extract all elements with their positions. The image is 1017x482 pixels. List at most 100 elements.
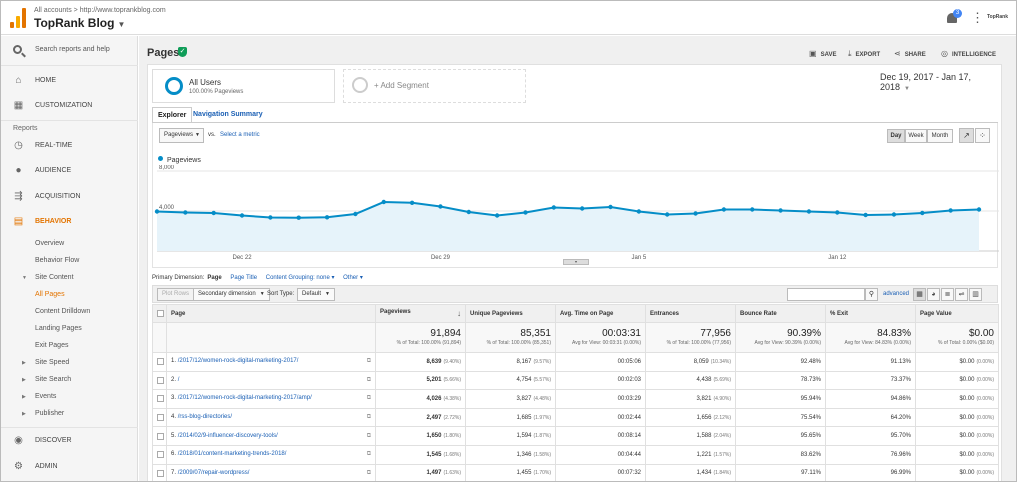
page-link[interactable]: / — [177, 376, 180, 383]
cell-avg-time: 00:02:44 — [555, 407, 646, 428]
sort-type-value: Default — [302, 291, 322, 297]
brand-avatar[interactable]: TopRank — [987, 14, 1009, 20]
sidebar-sub-site-speed[interactable]: ▶ Site Speed — [22, 359, 69, 366]
grain-day-button[interactable]: Day — [887, 129, 905, 143]
row-checkbox[interactable] — [152, 444, 167, 465]
select-metric-link[interactable]: Select a metric — [220, 132, 260, 138]
sidebar-item-audience[interactable]: ● AUDIENCE — [1, 159, 138, 183]
open-page-icon[interactable]: ⧉ — [366, 469, 371, 476]
sort-type-select[interactable]: Default ▼ — [297, 288, 335, 301]
row-checkbox[interactable] — [152, 352, 167, 372]
page-link[interactable]: /rss-blog-directories/ — [177, 414, 233, 421]
col-header-pageviews[interactable]: Pageviews ↓ — [375, 304, 466, 323]
row-checkbox[interactable] — [152, 463, 167, 481]
open-page-icon[interactable]: ⧉ — [366, 414, 371, 421]
dimension-other-link[interactable]: Other ▾ — [343, 275, 363, 281]
open-page-icon[interactable]: ⧉ — [366, 432, 371, 439]
sidebar-sub-overview[interactable]: Overview — [35, 240, 65, 247]
page-link[interactable]: /2017/12/women-rock-digital-marketing-20… — [177, 395, 312, 402]
advanced-filter-link[interactable]: advanced — [883, 291, 910, 297]
pie-view-icon[interactable]: ◕ — [927, 288, 940, 301]
open-page-icon[interactable]: ⧉ — [366, 395, 371, 402]
col-header-entrances[interactable]: Entrances — [645, 304, 736, 323]
cell-value: 4,026 — [426, 395, 442, 402]
expanded-triangle-icon: ▼ — [22, 275, 27, 281]
share-button[interactable]: ⋖ SHARE — [894, 49, 926, 58]
date-range-picker[interactable]: Dec 19, 2017 - Jan 17, 2018 ▼ — [880, 72, 1001, 92]
open-page-icon[interactable]: ⧉ — [366, 358, 371, 365]
other-label: Other — [343, 275, 359, 281]
metric-select[interactable]: Pageviews ▼ — [159, 128, 204, 143]
row-checkbox[interactable] — [152, 407, 167, 428]
sidebar-sub-exit-pages[interactable]: Exit Pages — [35, 342, 69, 349]
page-link[interactable]: /2017/12/women-rock-digital-marketing-20… — [177, 358, 299, 365]
chart-resize-handle[interactable]: ▾ — [563, 259, 589, 265]
tab-explorer[interactable]: Explorer — [152, 107, 193, 123]
dimension-content-grouping-link[interactable]: Content Grouping: none ▾ — [265, 275, 335, 281]
sidebar-item-behavior[interactable]: ▤ BEHAVIOR — [1, 210, 138, 234]
open-page-icon[interactable]: ⧉ — [366, 376, 371, 383]
row-checkbox[interactable] — [152, 370, 167, 391]
open-page-icon[interactable]: ⧉ — [366, 451, 371, 458]
pivot-view-icon[interactable]: ▥ — [969, 288, 982, 301]
page-link[interactable]: /2009/07/repair-wordpress/ — [177, 469, 250, 476]
export-button[interactable]: ⤓ EXPORT — [848, 49, 880, 59]
table-search-input[interactable] — [787, 288, 865, 301]
sidebar-item-realtime[interactable]: ◷ REAL-TIME — [1, 134, 138, 158]
sidebar-item-admin[interactable]: ⚙ ADMIN — [1, 455, 138, 479]
row-checkbox[interactable] — [152, 426, 167, 446]
select-all-checkbox[interactable] — [152, 304, 167, 323]
search-icon[interactable]: ⚲ — [865, 288, 878, 301]
col-header-bounce-rate[interactable]: Bounce Rate — [735, 304, 826, 323]
col-header-page[interactable]: Page — [166, 304, 376, 323]
sidebar-sub-all-pages[interactable]: All Pages — [35, 291, 65, 298]
add-segment-button[interactable]: + Add Segment — [343, 69, 526, 103]
sidebar-sub-site-content[interactable]: ▼ Site Content — [22, 274, 74, 281]
sidebar-sub-behavior-flow[interactable]: Behavior Flow — [35, 257, 80, 264]
secondary-dimension-select[interactable]: Secondary dimension ▼ — [193, 288, 270, 301]
sidebar-sub-site-search[interactable]: ▶ Site Search — [22, 376, 71, 383]
col-header-avg-time[interactable]: Avg. Time on Page — [555, 304, 646, 323]
sidebar-search[interactable]: Search reports and help — [1, 36, 138, 66]
line-chart-icon[interactable]: ↗ — [959, 128, 974, 143]
row-checkbox[interactable] — [152, 389, 167, 409]
account-selector[interactable]: TopRank Blog ▼ — [34, 16, 125, 30]
sidebar-sub-content-drilldown[interactable]: Content Drilldown — [35, 308, 91, 315]
page-link[interactable]: /2014/02/9-influencer-discovery-tools/ — [177, 432, 278, 439]
grain-month-button[interactable]: Month — [927, 129, 953, 143]
motion-chart-icon[interactable]: ⁘ — [975, 128, 990, 143]
notifications-bell-icon[interactable]: 3 — [945, 9, 962, 26]
performance-view-icon[interactable]: ≣ — [941, 288, 954, 301]
chart-legend: Pageviews — [158, 156, 201, 164]
analytics-logo-icon[interactable] — [10, 8, 26, 28]
sidebar-item-acquisition[interactable]: ⇶ ACQUISITION — [1, 185, 138, 209]
cell-percent: (2.12%) — [713, 414, 731, 421]
intelligence-button[interactable]: ◎ INTELLIGENCE — [941, 49, 996, 58]
sidebar: Search reports and help ⌂ HOME ▦ CUSTOMI… — [1, 36, 138, 481]
more-options-icon[interactable]: ⋮ — [971, 10, 984, 25]
caret-down-icon: ▼ — [259, 291, 265, 297]
sidebar-sub-events[interactable]: ▶ Events — [22, 393, 56, 400]
tab-navigation-summary[interactable]: Navigation Summary — [193, 111, 263, 118]
table-view-icon[interactable]: ▦ — [913, 288, 926, 301]
sidebar-sub-publisher[interactable]: ▶ Publisher — [22, 410, 64, 417]
plot-rows-button[interactable]: Plot Rows — [157, 288, 195, 301]
col-header-unique-pageviews[interactable]: Unique Pageviews — [465, 304, 556, 323]
comparison-view-icon[interactable]: ⇌ — [955, 288, 968, 301]
sidebar-item-discover[interactable]: ◉ DISCOVER — [1, 429, 138, 453]
sidebar-item-home[interactable]: ⌂ HOME — [1, 69, 138, 93]
col-header-exit[interactable]: % Exit — [825, 304, 916, 323]
cell-entrances: 8,059 (10.34%) — [645, 352, 736, 372]
sidebar-sub-landing-pages[interactable]: Landing Pages — [35, 325, 82, 332]
grain-week-button[interactable]: Week — [905, 129, 927, 143]
dimension-page-title-link[interactable]: Page Title — [230, 275, 258, 281]
share-icon: ⋖ — [894, 49, 901, 58]
segment-all-users[interactable]: All Users 100.00% Pageviews — [152, 69, 335, 103]
cell-exit: 73.37% — [825, 370, 916, 391]
save-button[interactable]: ▣ SAVE — [809, 49, 836, 58]
sidebar-item-customization[interactable]: ▦ CUSTOMIZATION — [1, 94, 138, 118]
col-header-page-value[interactable]: Page Value — [915, 304, 999, 323]
account-breadcrumb[interactable]: All accounts > http://www.toprankblog.co… — [34, 7, 166, 14]
page-link[interactable]: /2018/01/content-marketing-trends-2018/ — [177, 451, 287, 458]
caret-down-icon: ▼ — [117, 20, 126, 29]
